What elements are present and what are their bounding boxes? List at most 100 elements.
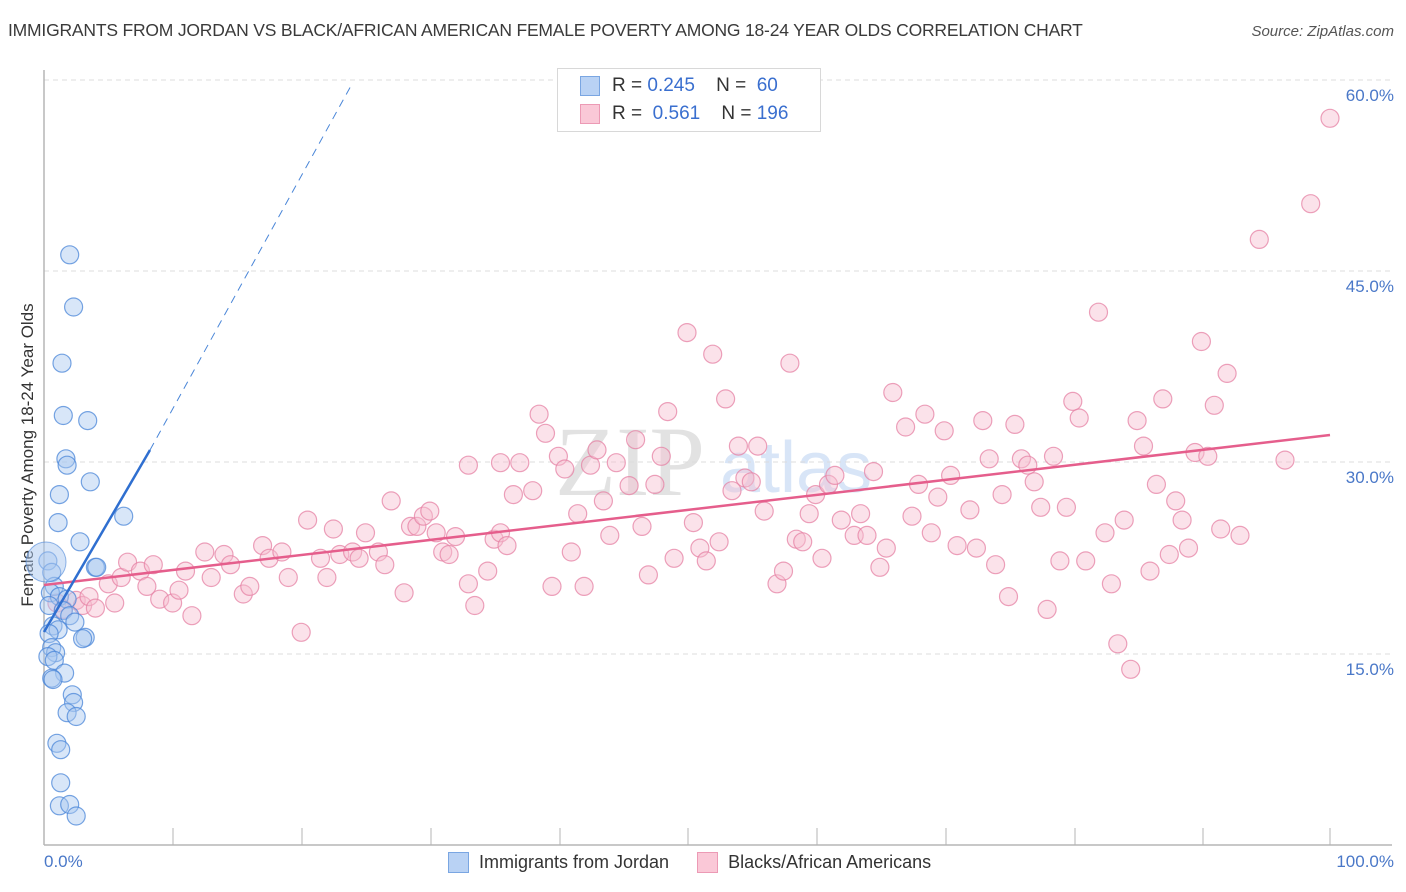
scatter-point [70,532,90,552]
scatter-point [49,796,70,816]
scatter-point [413,506,433,526]
scatter-point [143,555,163,575]
series-legend: Immigrants from Jordan Blacks/African Am… [448,852,959,873]
scatter-point [1217,363,1237,383]
scatter-point [53,405,73,426]
scatter-point [1178,538,1199,558]
scatter-point [114,506,134,526]
n-value: 196 [756,103,789,124]
scatter-point [1076,551,1096,571]
scatter-point [1005,414,1025,434]
scatter-point [233,584,253,604]
scatter-point [1069,408,1089,428]
scatter-point [574,576,594,597]
x-tick-max: 100.0% [1336,852,1394,871]
pink-swatch-icon [580,104,600,124]
scatter-point [1159,544,1179,565]
r-label: R = [612,103,643,124]
scatter-point [985,555,1006,575]
scatter-point [793,532,813,552]
scatter-point [169,580,189,600]
scatter-point [1114,510,1134,530]
scatter-point [1088,302,1109,322]
scatter-point [812,548,832,568]
scatter-point [902,506,922,526]
scatter-point [960,500,980,520]
scatter-point [1275,450,1295,470]
scatter-point [863,462,884,482]
scatter-point [677,323,697,343]
scatter-point [1127,411,1147,431]
large-blue-point [25,541,67,583]
scatter-point [195,542,215,562]
scatter-point [940,465,961,485]
chart-title: IMMIGRANTS FROM JORDAN VS BLACK/AFRICAN … [8,20,1083,40]
gridlines [44,79,1392,655]
scatter-point [1198,446,1218,466]
scatter-point [555,459,575,479]
scatter-point [1166,491,1186,511]
scatter-point [43,669,63,690]
axes [43,70,1392,846]
scatter-point [1037,599,1057,620]
pink-series-points [47,108,1340,679]
scatter-point [548,446,569,466]
scatter-point [175,561,196,581]
legend-item-jordan[interactable]: Immigrants from Jordan [448,852,669,873]
scatter-point [1101,574,1122,594]
source-label: Source: ZipAtlas.com [1251,23,1394,40]
scatter-point [1301,194,1321,214]
scatter-point [741,472,761,492]
scatter-point [780,353,800,373]
scatter-point [1133,436,1154,456]
scatter-point [799,504,819,524]
scatter-point [651,446,671,466]
scatter-point [1095,523,1115,543]
blue-swatch-icon [580,76,600,96]
y-tick-15: 15.0% [1345,660,1394,679]
pink-trend-line [43,433,1331,587]
scatter-point [606,453,626,473]
scatter-point [465,595,485,616]
scatter-point [63,692,84,713]
scatter-point [895,417,916,437]
scatter-point [921,523,941,543]
scatter-point [1204,395,1224,415]
scatter-point [51,773,71,793]
scatter-point [85,598,106,618]
scatter-point [870,557,890,577]
scatter-point [57,455,77,475]
y-tick-60: 60.0% [1345,86,1394,105]
scatter-point [1146,474,1167,494]
scatter-point [51,740,71,760]
scatter-point [696,551,716,571]
scatter-point [934,421,954,441]
scatter-point [291,622,311,642]
scatter-point [80,472,100,492]
scatter-point [381,491,401,511]
scatter-point [349,548,369,568]
scatter-point [62,685,82,705]
scatter-point [375,555,395,575]
scatter-point [458,574,478,594]
scatter-point [182,606,202,626]
scatter-point [1031,497,1051,517]
legend-label: Immigrants from Jordan [479,852,670,872]
scatter-point [600,525,620,546]
scatter-point [65,612,85,632]
scatter-point [1121,659,1141,679]
scatter-point [709,532,729,552]
scatter-point [497,535,517,556]
legend-item-black[interactable]: Blacks/African Americans [697,852,931,873]
scatter-point [1153,389,1173,409]
blue-trend-line [42,449,152,633]
scatter-point [42,668,62,688]
scatter-point [323,519,343,539]
scatter-point [883,382,903,403]
scatter-point [535,423,556,443]
scatter-point [1056,497,1077,517]
scatter-point [1249,229,1269,249]
scatter-point [561,542,581,562]
scatter-point [625,430,646,450]
r-label: R = [612,75,643,96]
